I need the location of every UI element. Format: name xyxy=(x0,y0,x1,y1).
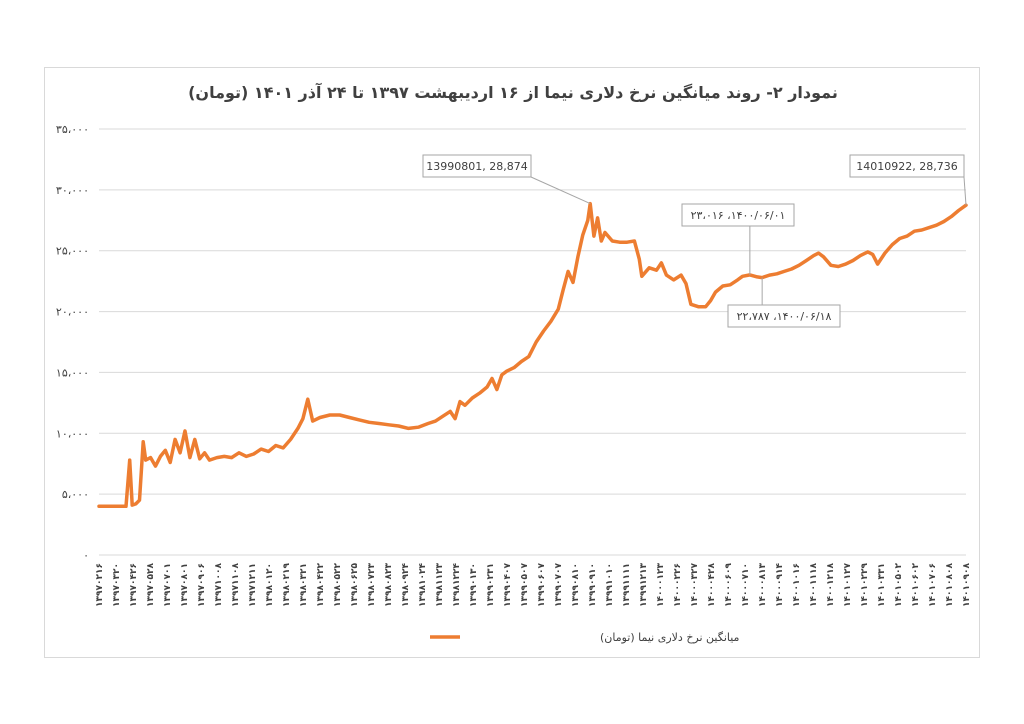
x-tick-label: ۱۳۹۷۱۱۰۸ xyxy=(231,563,241,607)
x-tick-label: ۱۳۹۷۰۷۰۱ xyxy=(163,563,173,607)
x-tick-label: ۱۴۰۰۰۱۲۳ xyxy=(656,563,666,607)
x-tick-label: ۱۴۰۱۰۱۲۷ xyxy=(843,563,853,607)
x-tick-label: ۱۴۰۱۰۸۰۸ xyxy=(945,563,955,607)
x-tick-label: ۱۳۹۹۰۸۱۰ xyxy=(571,563,581,607)
x-tick-label: ۱۴۰۰۱۱۱۸ xyxy=(809,563,819,607)
x-tick-label: ۱۴۰۰۰۹۱۴ xyxy=(775,563,785,607)
x-tick-label: ۱۳۹۹۰۱۳۰ xyxy=(469,563,479,607)
x-tick-label: ۱۳۹۷۰۵۲۸ xyxy=(146,563,156,607)
x-tick-label: ۱۴۰۰۰۳۲۷ xyxy=(690,563,700,607)
callout-label: 13990801, 28,874 xyxy=(426,160,527,173)
chart-svg: نمودار ۲- روند میانگین نرخ دلاری نیما از… xyxy=(56,82,972,644)
x-axis-ticks: ۱۳۹۷۰۲۱۶ ۱۳۹۷۰۳۲۰ ۱۳۹۷۰۴۲۶ ۱۳۹۷۰۵۲۸ ۱۳۹۷۰۷۰۱… xyxy=(95,563,972,607)
x-tick-label: ۱۴۰۰۱۲۱۸ xyxy=(826,563,836,607)
callout-leader xyxy=(530,176,591,205)
data-callouts: 13990801, 28,874 ۲۳،۰۱۶ ،۱۴۰۰/۰۶/۰۱ ۲۲،۷۸۷… xyxy=(422,154,967,328)
x-tick-label: ۱۳۹۹۱۲۱۳ xyxy=(639,563,649,607)
legend: میانگین نرخ دلاری نیما (تومان) xyxy=(430,631,740,644)
x-tick-label: ۱۳۹۷۰۳۲۰ xyxy=(112,563,122,607)
x-tick-label: ۱۳۹۸۰۷۲۳ xyxy=(367,563,377,607)
x-tick-label: ۱۴۰۰۰۸۱۳ xyxy=(758,563,768,607)
x-tick-label: ۱۴۰۰۰۲۲۶ xyxy=(673,563,683,607)
x-tick-label: ۱۴۰۱۰۳۳۱ xyxy=(877,563,887,607)
callout-box xyxy=(727,304,841,328)
x-tick-label: ۱۴۰۱۰۷۰۶ xyxy=(928,563,938,607)
x-tick-label: ۱۳۹۹۱۰۱۰ xyxy=(605,563,615,607)
x-tick-label: ۱۳۹۷۰۴۲۶ xyxy=(129,563,139,607)
x-tick-label: ۱۳۹۸۰۹۲۴ xyxy=(401,563,411,607)
callout-box xyxy=(681,203,795,227)
x-tick-label: ۱۴۰۰۰۴۲۸ xyxy=(707,563,717,607)
x-tick-label: ۱۳۹۹۰۲۳۱ xyxy=(486,563,496,607)
x-tick-label: ۱۳۹۹۰۷۰۷ xyxy=(554,563,564,607)
x-tick-label: ۱۴۰۱۰۹۰۸ xyxy=(962,563,972,607)
x-tick-label: ۱۳۹۷۱۲۱۱ xyxy=(248,563,258,607)
x-tick-label: ۱۴۰۱۰۲۲۹ xyxy=(860,563,870,607)
series-line xyxy=(97,201,968,509)
y-tick-label: ۲۰،۰۰۰ xyxy=(56,306,89,319)
callout-label: ۲۲،۷۸۷ ،۱۴۰۰/۰۶/۱۸ xyxy=(737,310,832,323)
x-tick-label: ۱۳۹۷۰۲۱۶ xyxy=(95,563,105,607)
callout-box xyxy=(422,154,532,178)
y-tick-label: ۳۰،۰۰۰ xyxy=(56,184,89,197)
x-tick-label: ۱۳۹۸۰۳۲۱ xyxy=(299,563,309,607)
x-tick-label: ۱۳۹۹۰۶۰۷ xyxy=(537,563,547,607)
x-tick-label: ۱۳۹۸۰۲۱۹ xyxy=(282,563,292,607)
grid-lines xyxy=(99,128,966,556)
x-tick-label: ۱۴۰۰۰۷۱۰ xyxy=(741,563,751,607)
x-tick-label: ۱۴۰۰۰۶۰۹ xyxy=(724,563,734,607)
y-tick-label: ۱۰،۰۰۰ xyxy=(56,427,89,440)
x-tick-label: ۱۳۹۸۰۴۲۲ xyxy=(316,563,326,607)
x-tick-label: ۱۳۹۷۰۸۰۱ xyxy=(180,563,190,607)
x-tick-label: ۱۳۹۸۱۰۲۴ xyxy=(418,563,428,607)
x-tick-label: ۱۳۹۸۰۸۲۳ xyxy=(384,563,394,607)
x-tick-label: ۱۳۹۸۰۶۲۵ xyxy=(350,563,360,607)
callout-leader xyxy=(963,176,967,206)
y-tick-label: ۲۵،۰۰۰ xyxy=(56,245,89,258)
x-tick-label: ۱۳۹۹۰۴۰۷ xyxy=(503,563,513,607)
y-tick-label: ۳۵،۰۰۰ xyxy=(56,123,89,136)
x-tick-label: ۱۴۰۰۱۰۱۶ xyxy=(792,563,802,607)
y-axis-ticks: ۰ ۵،۰۰۰ ۱۰،۰۰۰ ۱۵،۰۰۰ ۲۰،۰۰۰ ۲۵،۰۰۰ ۳۰،۰۰۰ ۳۵،۰… xyxy=(56,123,89,562)
y-tick-label: ۰ xyxy=(83,549,89,562)
callout-box xyxy=(849,154,965,178)
x-tick-label: ۱۳۹۸۰۵۲۲ xyxy=(333,563,343,607)
legend-label: میانگین نرخ دلاری نیما (تومان) xyxy=(600,631,740,644)
x-tick-label: ۱۳۹۸۱۲۲۴ xyxy=(452,563,462,607)
x-tick-label: ۱۳۹۸۰۱۲۰ xyxy=(265,563,275,607)
x-tick-label: ۱۴۰۱۰۶۰۲ xyxy=(911,563,921,607)
callout-label: ۲۳،۰۱۶ ،۱۴۰۰/۰۶/۰۱ xyxy=(691,209,786,222)
y-tick-label: ۵،۰۰۰ xyxy=(62,488,89,501)
x-tick-label: ۱۳۹۷۱۰۰۸ xyxy=(214,563,224,607)
chart-frame: نمودار ۲- روند میانگین نرخ دلاری نیما از… xyxy=(44,67,980,658)
x-tick-label: ۱۳۹۷۰۹۰۶ xyxy=(197,563,207,607)
callout-label: 14010922, 28,736 xyxy=(856,160,957,173)
x-tick-label: ۱۳۹۹۰۹۱۰ xyxy=(588,563,598,607)
y-tick-label: ۱۵،۰۰۰ xyxy=(56,366,89,379)
chart-title: نمودار ۲- روند میانگین نرخ دلاری نیما از… xyxy=(188,82,838,102)
x-tick-label: ۱۴۰۱۰۵۰۲ xyxy=(894,563,904,607)
x-tick-label: ۱۳۹۸۱۱۲۳ xyxy=(435,563,445,607)
x-tick-label: ۱۳۹۹۰۵۰۷ xyxy=(520,563,530,607)
x-tick-label: ۱۳۹۹۱۱۱۱ xyxy=(622,563,632,607)
series-layer xyxy=(97,201,968,509)
